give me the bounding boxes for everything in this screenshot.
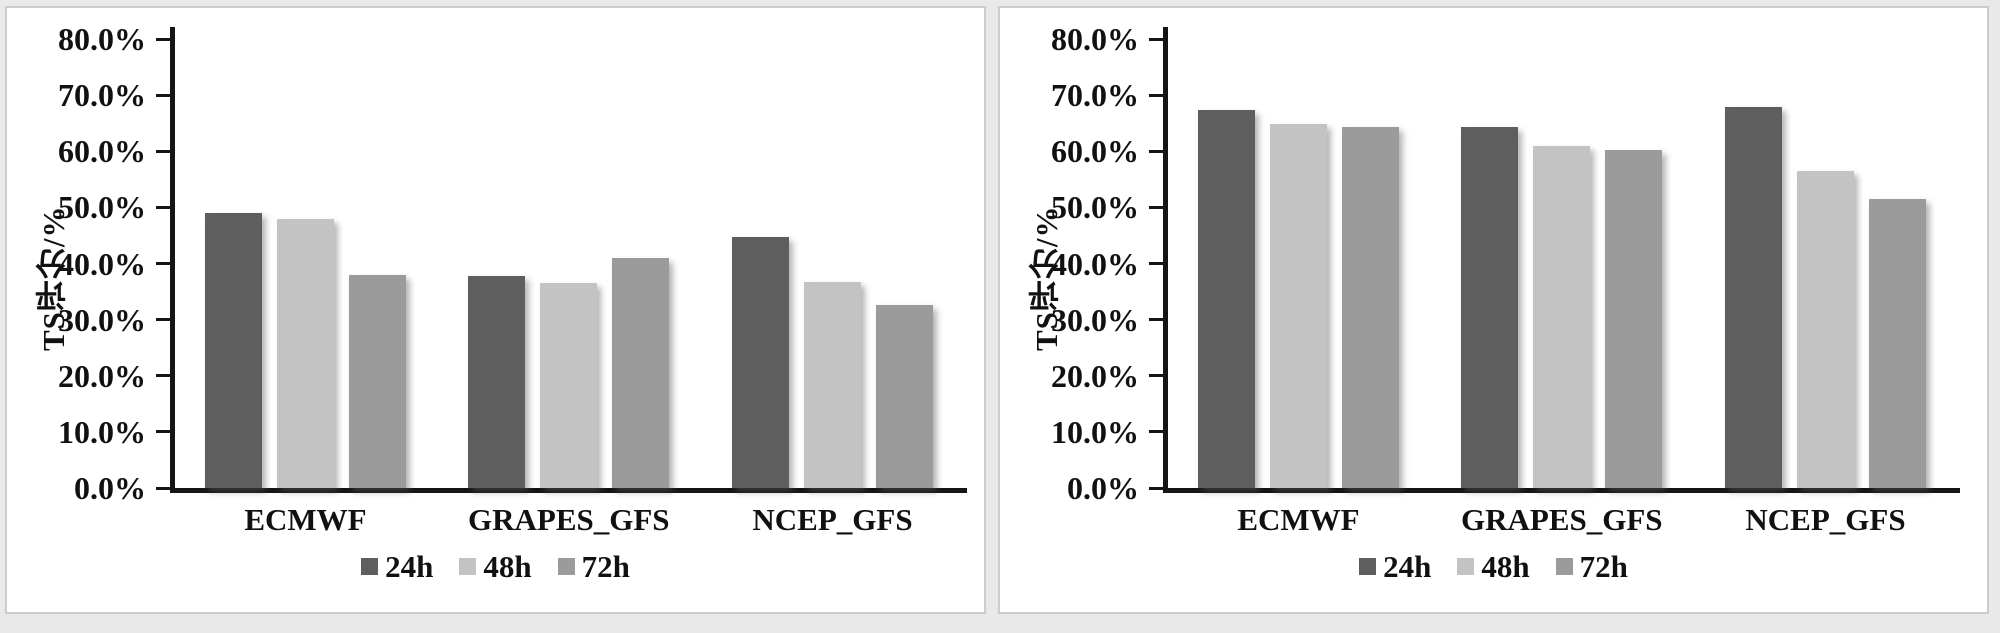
bar-ecmwf-48h: [1270, 124, 1327, 488]
y-tick-label: 10.0%: [58, 413, 146, 450]
legend-label: 72h: [581, 549, 630, 584]
y-tick-mark: [1149, 205, 1163, 209]
legend-item-24h: 24h: [1359, 551, 1431, 582]
bar-grapes_gfs-24h: [468, 275, 525, 488]
category-label-ecmwf: ECMWF: [1237, 502, 1360, 537]
legend-label: 48h: [1481, 549, 1530, 584]
bar-grapes_gfs-48h: [540, 283, 597, 488]
y-tick-mark: [1149, 430, 1163, 434]
bar-ncep_gfs-48h: [804, 282, 861, 488]
y-tick-mark: [1149, 318, 1163, 322]
category-label-grapes_gfs: GRAPES_GFS: [1461, 502, 1663, 537]
legend-marker-icon: [1555, 558, 1573, 575]
x-axis-line: [1163, 488, 1960, 493]
y-tick-label: 80.0%: [58, 21, 146, 57]
y-tick-label: 40.0%: [58, 245, 146, 282]
bar-ncep_gfs-48h: [1797, 171, 1854, 488]
y-tick-label: 0.0%: [74, 470, 146, 506]
y-tick-mark: [156, 430, 170, 434]
legend: 24h 48h 72h: [1000, 551, 1987, 582]
y-tick-label: 40.0%: [1051, 245, 1139, 282]
legend-label: 48h: [483, 549, 532, 584]
y-tick-label: 50.0%: [1051, 189, 1139, 226]
legend-item-72h: 72h: [557, 549, 630, 584]
y-tick-label: 80.0%: [1051, 21, 1139, 57]
y-tick-label: 10.0%: [1051, 413, 1139, 450]
bar-ecmwf-48h: [277, 218, 334, 488]
y-tick-label: 60.0%: [58, 133, 146, 170]
y-tick-mark: [156, 374, 170, 378]
category-label-ecmwf: ECMWF: [244, 502, 367, 537]
y-tick-label: 70.0%: [58, 77, 146, 114]
ts-score-bar-chart-left: TS评分/% 80.0% 70.0% 60.0% 50.0% 40.0% 30.0% 20.…: [7, 8, 984, 612]
bar-ncep_gfs-72h: [876, 305, 933, 488]
x-axis-line: [170, 488, 967, 493]
category-label-grapes_gfs: GRAPES_GFS: [468, 502, 670, 537]
y-tick-mark: [1149, 262, 1163, 265]
ts-score-bar-chart-right: TS评分/% 80.0% 70.0% 60.0% 50.0% 40.0% 30.0% 20.…: [1000, 8, 1987, 612]
legend-item-72h: 72h: [1555, 549, 1628, 584]
legend-marker-icon: [1457, 558, 1475, 575]
y-tick-mark: [1149, 93, 1163, 97]
y-tick-label: 20.0%: [1051, 357, 1139, 394]
y-tick-mark: [1149, 149, 1163, 153]
y-tick-mark: [156, 149, 170, 153]
legend-label: 72h: [1579, 549, 1628, 584]
y-axis-line: [170, 27, 175, 488]
legend-item-48h: 48h: [459, 549, 532, 584]
y-tick-mark: [1149, 37, 1163, 41]
y-tick-mark: [156, 318, 170, 322]
legend-marker-icon: [361, 558, 379, 575]
category-label-ncep_gfs: NCEP_GFS: [752, 502, 913, 537]
right-chart-panel: TS评分/% 80.0% 70.0% 60.0% 50.0% 40.0% 30.0% 20.…: [998, 6, 1989, 614]
y-tick-label: 50.0%: [58, 189, 146, 226]
y-tick-label: 70.0%: [1051, 77, 1139, 114]
legend-label: 24h: [385, 549, 434, 584]
y-tick-mark: [156, 205, 170, 209]
y-tick-label: 0.0%: [1067, 470, 1139, 506]
y-axis-line: [1163, 27, 1168, 488]
bar-grapes_gfs-72h: [1605, 149, 1662, 488]
bar-ecmwf-72h: [349, 274, 406, 488]
legend-marker-icon: [557, 558, 575, 575]
legend: 24h 48h 72h: [7, 551, 984, 582]
bar-grapes_gfs-72h: [612, 257, 669, 488]
y-tick-label: 30.0%: [58, 301, 146, 338]
category-label-ncep_gfs: NCEP_GFS: [1745, 502, 1906, 537]
y-tick-mark: [156, 93, 170, 97]
legend-label: 24h: [1383, 549, 1432, 584]
y-tick-mark: [156, 37, 170, 41]
legend-item-24h: 24h: [361, 551, 433, 582]
y-tick-mark: [156, 262, 170, 265]
bar-ncep_gfs-72h: [1869, 198, 1926, 488]
legend-item-48h: 48h: [1457, 549, 1530, 584]
legend-marker-icon: [459, 558, 477, 575]
bar-ecmwf-24h: [205, 212, 262, 488]
bar-grapes_gfs-24h: [1461, 127, 1518, 488]
bar-ncep_gfs-24h: [732, 236, 789, 488]
y-tick-mark: [1149, 374, 1163, 378]
bar-ecmwf-72h: [1342, 127, 1399, 488]
y-tick-label: 30.0%: [1051, 301, 1139, 338]
y-tick-label: 20.0%: [58, 357, 146, 394]
y-tick-mark: [156, 486, 170, 490]
y-tick-label: 60.0%: [1051, 133, 1139, 170]
bar-ncep_gfs-24h: [1725, 106, 1782, 488]
legend-marker-icon: [1359, 558, 1377, 575]
bar-ecmwf-24h: [1198, 110, 1255, 488]
y-tick-mark: [1149, 486, 1163, 490]
bar-grapes_gfs-48h: [1533, 145, 1590, 488]
left-chart-panel: TS评分/% 80.0% 70.0% 60.0% 50.0% 40.0% 30.0% 20.…: [5, 6, 986, 614]
